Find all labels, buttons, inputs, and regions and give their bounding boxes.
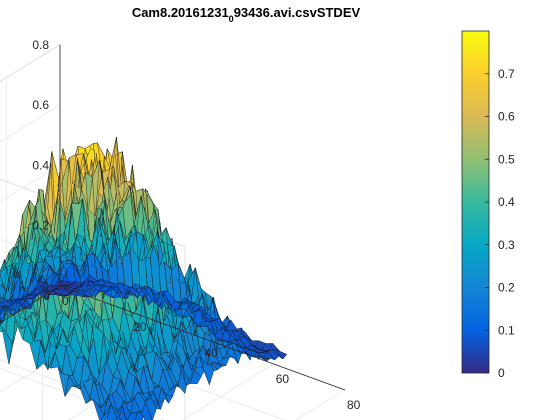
- grid-line: [181, 363, 274, 420]
- axis-line: [59, 285, 346, 391]
- colorbar-tick-label: 0.6: [498, 110, 515, 124]
- x-tick-label: 20: [133, 320, 147, 334]
- grid-line: [0, 44, 61, 82]
- colorbar-tick-label: 0.2: [498, 281, 515, 295]
- colorbar: 0 0.1 0.2 0.3 0.4 0.5 0.6 0.7: [461, 30, 515, 380]
- colorbar-tick-label: 0.1: [498, 323, 515, 337]
- box-edge: [0, 44, 61, 82]
- axis-line: [0, 285, 61, 324]
- axis-lines: [0, 44, 346, 391]
- x-tick-label: 80: [347, 398, 361, 412]
- colorbar-tick-label: 0.7: [498, 67, 515, 81]
- grid-line: [0, 104, 61, 143]
- colorbar-tick-label: 0.3: [498, 238, 515, 252]
- x-axis: 0 20 40 60 80: [62, 294, 361, 412]
- surface-face: [121, 405, 127, 420]
- chart-title: Cam8.20161231093436.avi.csvSTDEV: [132, 5, 361, 24]
- colorbar-tick-label: 0.5: [498, 152, 515, 166]
- grid-line: [0, 165, 61, 203]
- y-axis: 050100150: [43, 289, 50, 303]
- grid-line: [295, 389, 346, 420]
- z-tick-label: 0.4: [32, 158, 49, 172]
- z-axis: 0 0.2 0.4 0.6 0.8: [32, 38, 49, 293]
- colorbar-tick-label: 0: [498, 366, 505, 380]
- colorbar-tick-label: 0.4: [498, 195, 515, 209]
- surface-plot: [0, 136, 288, 420]
- z-tick-label: 0.6: [32, 98, 49, 112]
- z-tick-label: 0.2: [32, 219, 49, 233]
- x-tick-label: 40: [205, 346, 219, 360]
- z-tick-label: 0.8: [32, 38, 49, 52]
- y-tick-label: 0: [43, 289, 50, 303]
- x-tick-label: 0: [62, 294, 69, 308]
- colorbar-bar: [461, 30, 490, 374]
- surface-face: [275, 349, 288, 360]
- z-tick-label: 0: [42, 279, 49, 293]
- x-tick-label: 60: [276, 372, 290, 386]
